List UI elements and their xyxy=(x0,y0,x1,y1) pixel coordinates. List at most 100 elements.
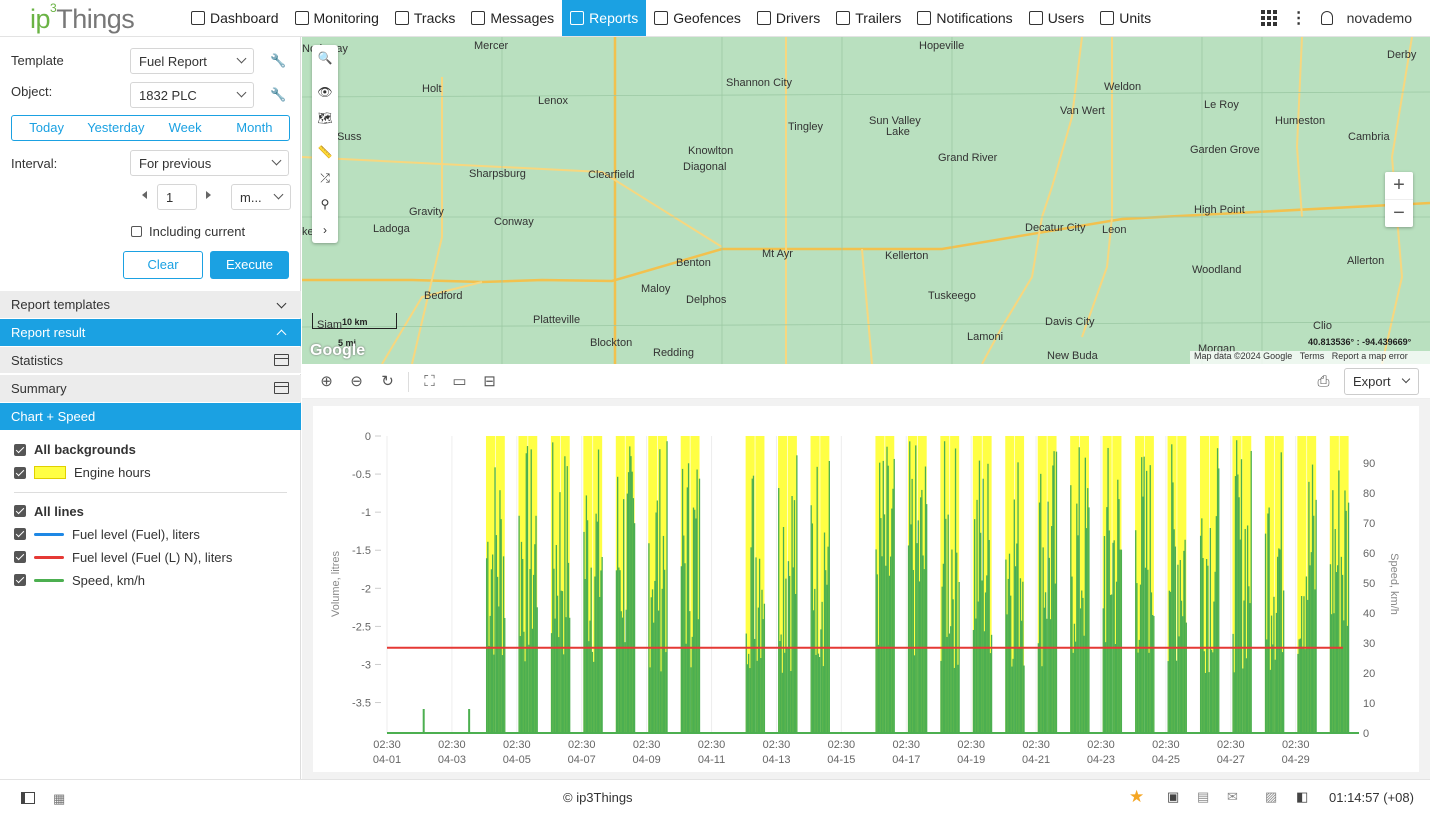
speed-bar xyxy=(648,543,650,733)
including-current-checkbox[interactable] xyxy=(131,226,142,237)
map-canvas[interactable] xyxy=(302,37,1430,364)
speed-bar xyxy=(1199,535,1202,733)
map-search-icon[interactable]: 🔍 xyxy=(317,51,333,65)
speed-bar xyxy=(560,590,562,733)
speed-bar xyxy=(501,655,504,733)
nav-users[interactable]: Users xyxy=(1021,0,1093,36)
template-wrench-icon[interactable]: 🔧 xyxy=(270,53,287,68)
map-expand-icon[interactable]: › xyxy=(323,223,327,237)
speed-bar xyxy=(1183,550,1185,733)
speed-bar xyxy=(1310,552,1312,733)
nav-geofences[interactable]: Geofences xyxy=(646,0,749,36)
apps-grid-icon[interactable] xyxy=(1260,10,1277,26)
speed-bar xyxy=(958,581,960,733)
interval-select[interactable]: For previous xyxy=(130,150,289,176)
speed-bar xyxy=(1020,620,1023,733)
nav-messages[interactable]: Messages xyxy=(463,0,562,36)
speed-bar xyxy=(1268,507,1270,733)
chart-fit-icon[interactable]: ⛶ xyxy=(424,373,435,390)
zoom-in-button[interactable]: + xyxy=(1393,174,1405,196)
map-ruler-icon[interactable]: 📏 xyxy=(317,145,333,159)
map-town-label: Clio xyxy=(1313,320,1332,332)
fuel-speed-chart[interactable]: 0 -0.5 -1 -1.5 -2 -2.5 -3 -3.5 90 80 70 60 50 40 30 20 1… xyxy=(313,406,1419,772)
speed-bar xyxy=(746,664,749,733)
speed-bar xyxy=(555,544,557,733)
cards-icon[interactable]: ▤ xyxy=(1197,789,1210,804)
line-checkbox[interactable] xyxy=(14,528,26,540)
object-wrench-icon[interactable]: 🔧 xyxy=(270,87,287,102)
nav-tracks[interactable]: Tracks xyxy=(387,0,463,36)
book-icon[interactable]: ◧ xyxy=(1296,789,1309,804)
user-icon[interactable] xyxy=(1320,11,1333,25)
map-layers-icon[interactable]: 🗺 xyxy=(317,111,333,125)
period-month[interactable]: Month xyxy=(236,120,273,135)
chart-zoom-out-icon[interactable]: ⊖ xyxy=(350,373,363,390)
map-road xyxy=(1081,37,1113,338)
map[interactable]: NodawayMercerHopevilleDerbyHoltShannon C… xyxy=(302,37,1430,364)
nav-units[interactable]: Units xyxy=(1092,0,1159,36)
speed-bar xyxy=(1079,608,1082,733)
summary-item[interactable]: Summary xyxy=(0,375,301,402)
period-yesterday[interactable]: Yesterday xyxy=(87,120,145,135)
mail-icon[interactable]: ✉ xyxy=(1227,789,1238,804)
decrement-icon[interactable] xyxy=(142,191,147,199)
speed-bar xyxy=(875,549,877,733)
nav-notifications[interactable]: Notifications xyxy=(909,0,1020,36)
nav-monitoring[interactable]: Monitoring xyxy=(287,0,387,36)
chart-zoom-in-icon[interactable]: ⊕ xyxy=(320,373,333,390)
statistics-item[interactable]: Statistics xyxy=(0,347,301,374)
nav-dashboard[interactable]: Dashboard xyxy=(183,0,287,36)
period-week[interactable]: Week xyxy=(168,120,202,135)
grid-view-icon[interactable]: ▦ xyxy=(53,791,66,806)
clear-button[interactable]: Clear xyxy=(123,251,203,279)
logo[interactable]: ip3Things xyxy=(30,1,135,34)
speed-bar xyxy=(596,521,598,733)
username[interactable]: novademo xyxy=(1346,10,1412,26)
all-backgrounds-checkbox[interactable] xyxy=(14,444,26,456)
map-route-icon[interactable]: ⤮ xyxy=(320,170,330,185)
engine-hours-checkbox[interactable] xyxy=(14,467,26,479)
map-eye-icon[interactable]: 👁 xyxy=(317,85,333,99)
speed-bar xyxy=(490,569,493,733)
template-select[interactable]: Fuel Report xyxy=(130,48,254,74)
period-today[interactable]: Today xyxy=(29,120,64,135)
object-select[interactable]: 1832 PLC xyxy=(130,82,254,108)
unit-select[interactable]: m... xyxy=(231,184,291,210)
nav-label: Users xyxy=(1047,10,1085,26)
report-map-error-link[interactable]: Report a map error xyxy=(1331,351,1408,361)
map-markers-icon[interactable]: ⚲ xyxy=(320,197,330,211)
nav-trailers[interactable]: Trailers xyxy=(828,0,909,36)
report-result-header[interactable]: Report result xyxy=(0,319,301,346)
speed-bar xyxy=(1278,548,1280,733)
image-icon[interactable]: ▨ xyxy=(1265,789,1278,804)
line-checkbox[interactable] xyxy=(14,551,26,563)
chart-ruler-icon[interactable]: ⊟ xyxy=(483,373,496,390)
panel-toggle-icon[interactable] xyxy=(21,792,35,804)
contacts-icon[interactable]: ▣ xyxy=(1167,789,1180,804)
chart-reset-icon[interactable]: ↻ xyxy=(381,373,394,390)
speed-bar xyxy=(591,651,594,733)
speed-bar xyxy=(814,588,816,733)
print-icon[interactable]: ⎙ xyxy=(1317,373,1330,390)
zoom-out-button[interactable]: − xyxy=(1385,199,1413,226)
execute-button[interactable]: Execute xyxy=(210,251,289,279)
speed-bar xyxy=(1347,502,1350,733)
export-select[interactable]: Export xyxy=(1344,368,1419,395)
increment-icon[interactable] xyxy=(206,191,211,199)
nav-reports[interactable]: Reports xyxy=(562,0,647,36)
speed-bar xyxy=(1297,653,1299,733)
report-templates-header[interactable]: Report templates xyxy=(0,291,301,318)
favorites-star-icon[interactable]: ★ xyxy=(1129,787,1145,806)
more-menu-icon[interactable]: ⋮ xyxy=(1290,10,1307,27)
speed-bar xyxy=(1239,539,1241,733)
all-lines-checkbox[interactable] xyxy=(14,505,26,517)
chart-comment-icon[interactable]: ▭ xyxy=(452,373,467,390)
chart-speed-item[interactable]: Chart + Speed xyxy=(0,403,301,430)
map-terms-link[interactable]: Terms xyxy=(1299,351,1325,361)
line-checkbox[interactable] xyxy=(14,574,26,586)
speed-bar xyxy=(1237,474,1239,733)
nav-drivers[interactable]: Drivers xyxy=(749,0,828,36)
speed-bar xyxy=(601,556,603,733)
map-town-label: Maloy xyxy=(641,283,671,295)
count-input[interactable]: 1 xyxy=(157,184,197,210)
